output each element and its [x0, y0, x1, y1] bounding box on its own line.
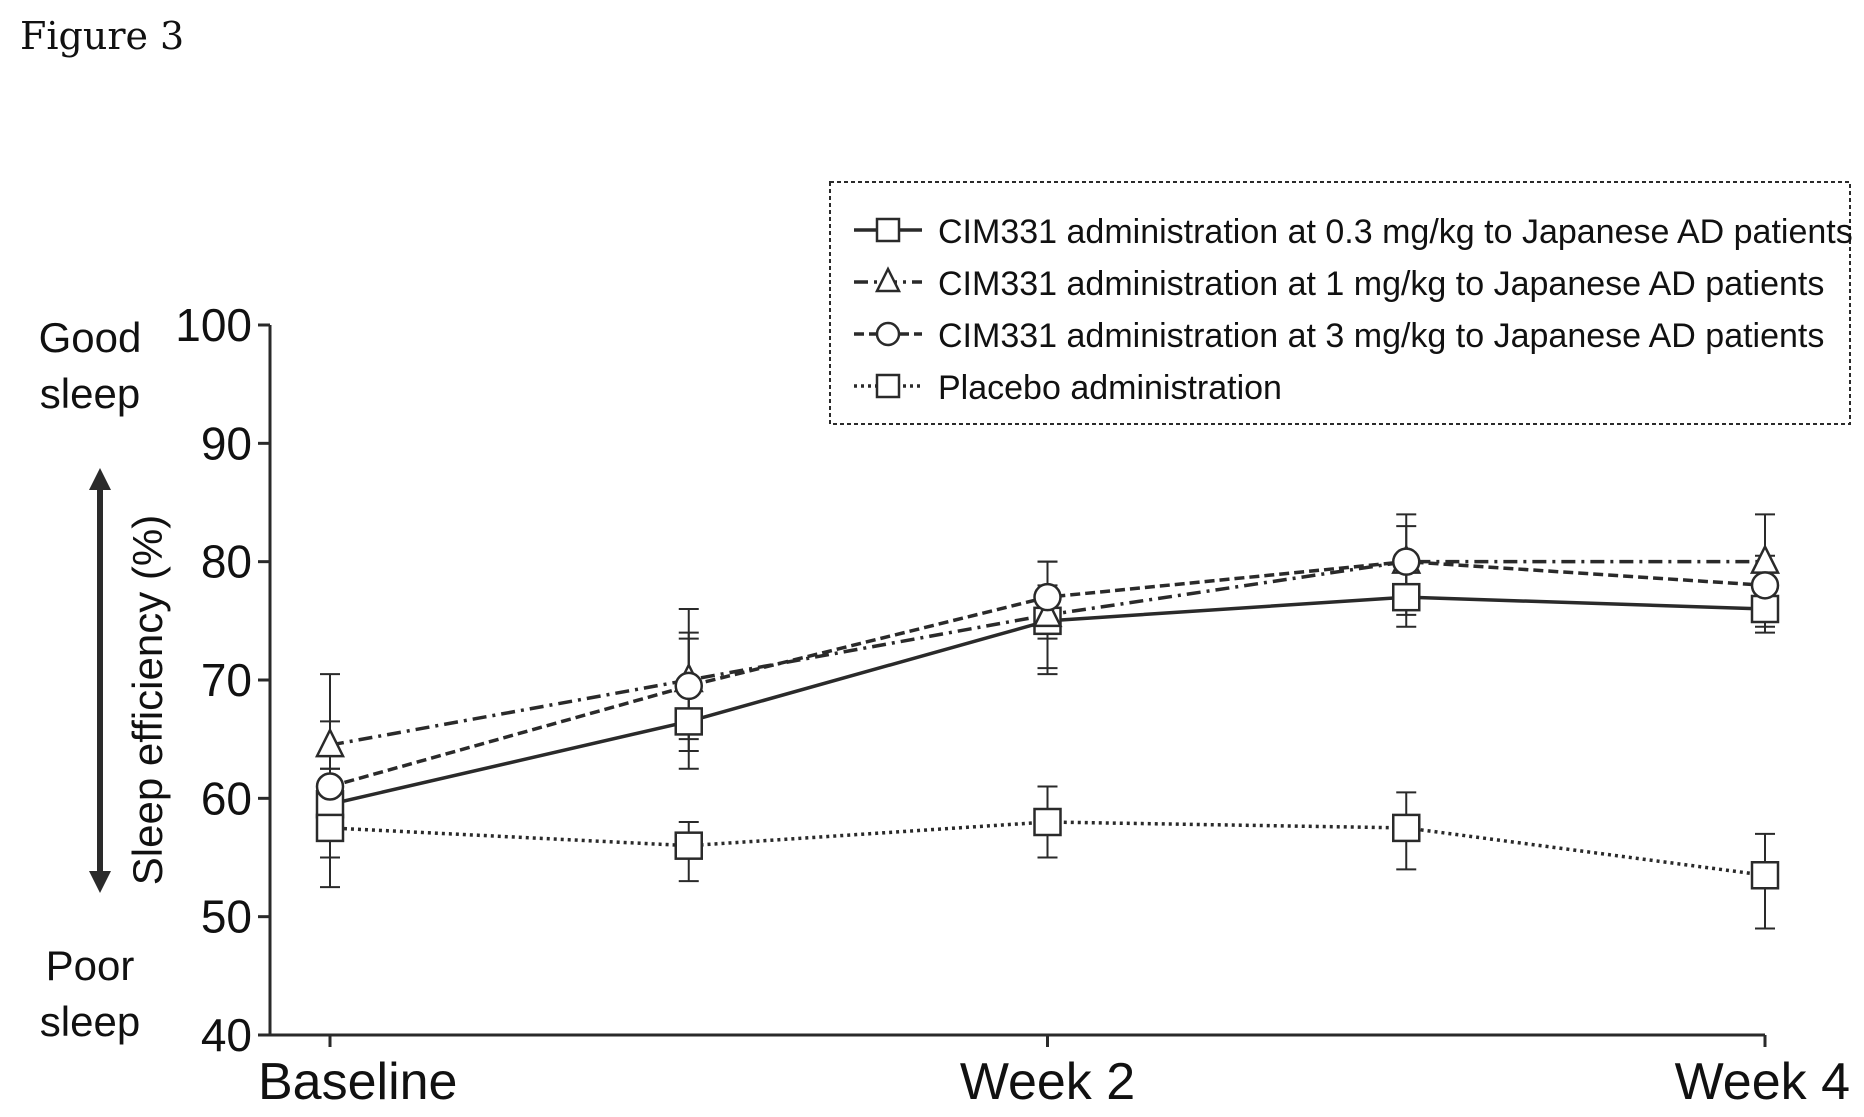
data-point-s4: [1392, 813, 1421, 843]
data-point-s3: [1033, 582, 1062, 612]
legend: CIM331 administration at 0.3 mg/kg to Ja…: [829, 181, 1853, 425]
data-point-s4: [1033, 807, 1062, 837]
series-markers: [314, 543, 1781, 890]
data-point-s3: [674, 671, 703, 701]
data-point-s1: [1392, 582, 1421, 612]
y-tick-label: 70: [201, 654, 252, 706]
legend-box: [829, 181, 1851, 425]
y-tick-label: 80: [201, 536, 252, 588]
x-tick-label: Baseline: [258, 1053, 457, 1111]
poor-sleep-label: Poor: [46, 942, 135, 989]
data-point-s2: [1032, 597, 1063, 628]
y-tick-label: 90: [201, 417, 252, 469]
series-line-4: [329, 820, 1766, 877]
data-point-s4: [674, 831, 703, 860]
axes: 40 50 60 70 80 90 100 Baseline Week 2 Week 4 Sleep…: [124, 299, 1850, 1111]
data-point-s2: [314, 727, 346, 758]
y-tick-label: 60: [201, 772, 252, 824]
y-tick-label: 40: [201, 1009, 252, 1061]
side-labels: Good sleep Poor sleep: [39, 314, 142, 1045]
x-tick-label: Week 4: [1675, 1053, 1850, 1111]
x-tick-label: Week 2: [960, 1053, 1135, 1111]
legend-entry-2: CIM331 administration at 1 mg/kg to Japa…: [938, 265, 1824, 303]
data-point-s1: [1750, 594, 1780, 624]
data-point-s3: [315, 772, 345, 801]
legend-marker-4: [875, 373, 901, 399]
y-tick-label: 50: [201, 891, 252, 943]
double-arrow-up-head: [89, 468, 111, 490]
legend-marker-2: [874, 266, 902, 293]
data-point-s2: [1749, 543, 1781, 574]
legend-marker-1: [875, 217, 901, 243]
data-point-s3: [1392, 547, 1421, 576]
y-axis-title: Sleep efficiency (%): [124, 515, 171, 885]
legend-entry-3: CIM331 administration at 3 mg/kg to Japa…: [938, 317, 1824, 355]
data-point-s4: [315, 813, 345, 843]
error-bars: [320, 513, 1775, 930]
legend-entry-1: CIM331 administration at 0.3 mg/kg to Ja…: [938, 213, 1853, 251]
good-sleep-label: Good: [39, 314, 142, 361]
legend-marker-3: [875, 321, 901, 347]
poor-sleep-label: sleep: [40, 998, 140, 1045]
y-tick-label: 100: [175, 299, 252, 351]
data-point-s3: [1750, 571, 1780, 600]
double-arrow-down-head: [89, 871, 111, 893]
data-point-s1: [674, 707, 703, 736]
figure-label: Figure 3: [20, 14, 185, 58]
good-sleep-label: sleep: [40, 370, 140, 417]
legend-entry-4: Placebo administration: [938, 369, 1282, 407]
data-point-s4: [1750, 861, 1780, 890]
